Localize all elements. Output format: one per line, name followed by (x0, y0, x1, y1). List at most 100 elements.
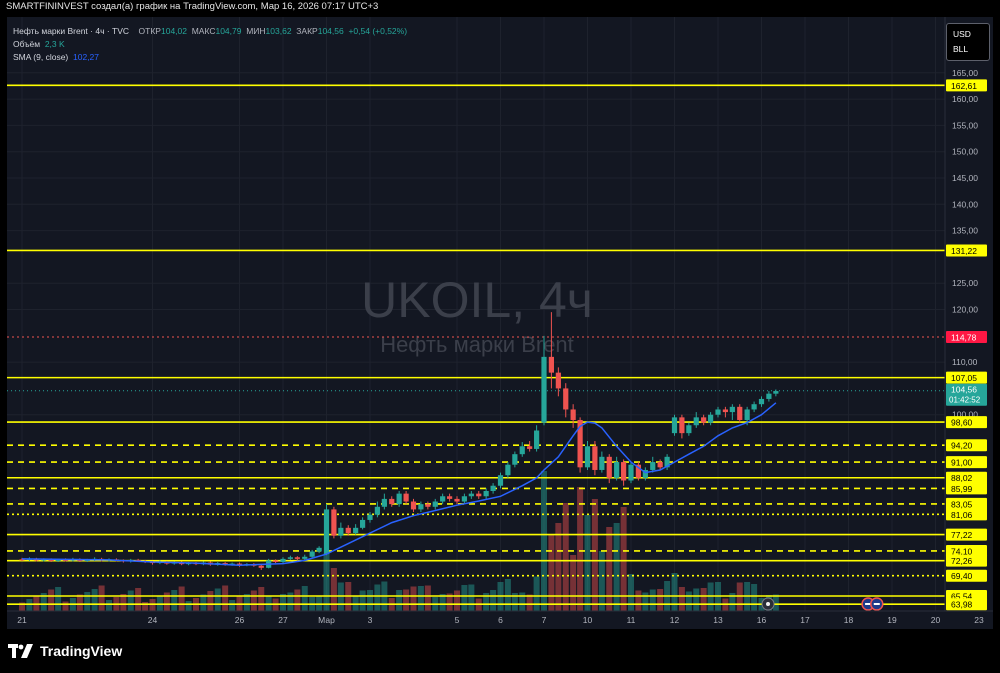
volume-bar (229, 600, 236, 611)
volume-bar (294, 589, 301, 611)
flag-icon-stripe (873, 603, 880, 605)
candle-body (454, 498, 460, 502)
candle-body (527, 446, 533, 449)
volume-bar (301, 586, 308, 611)
volume-bar (127, 590, 134, 611)
volume-bar (207, 591, 214, 611)
candle-body (722, 409, 728, 413)
candle-body (541, 356, 547, 423)
volume-bar (729, 593, 736, 611)
price-tick-label: 165,00 (952, 68, 978, 78)
level-price-tag-bg (946, 482, 987, 495)
volume-bar (98, 585, 105, 611)
volume-bar (367, 590, 373, 611)
volume-bar (359, 590, 366, 611)
volume-bar (628, 574, 634, 611)
candle-body (664, 456, 670, 468)
volume-bar (40, 593, 47, 611)
event-marker-dot (766, 602, 771, 606)
volume-bar (555, 523, 562, 611)
currency-unit-button[interactable]: USD BLL (946, 23, 990, 61)
level-price-tag-bg (946, 544, 987, 557)
level-price-tag-bg (946, 244, 987, 257)
legend-sma-row[interactable]: SMA (9, close) 102,27 (13, 51, 407, 64)
candle-body (671, 417, 678, 434)
price-tick-label: 120,00 (952, 305, 978, 315)
candle-body (621, 462, 627, 481)
chart-pane[interactable]: UKOIL, 4ч Нефть марки Brent 165,00 160,00 15… (7, 17, 993, 629)
candle-body (389, 498, 395, 505)
volume-bar (511, 593, 518, 611)
red-level-tag: 114,78 (951, 332, 977, 342)
candle-body (323, 509, 330, 555)
candle-body (766, 393, 772, 399)
time-tick-label: 13 (713, 615, 723, 625)
price-tick-label: 145,00 (952, 173, 978, 183)
time-tick-label: 27 (278, 615, 288, 625)
volume-bar (33, 595, 40, 611)
level-price-tag-bg (946, 416, 987, 429)
candle-body (642, 469, 648, 478)
legend-close: 104,56 (317, 26, 344, 36)
volume-bar (280, 594, 286, 611)
snapshot-caption-bar: SMARTFININVEST создал(а) график на Tradi… (0, 0, 1000, 14)
candle-body (396, 493, 402, 505)
volume-bar (635, 590, 642, 611)
candle-body (19, 559, 25, 561)
legend-change: +0,54 (+0,52%) (348, 26, 408, 36)
level-price-tag: 98,60 (951, 418, 973, 428)
price-axis: 165,00 160,00 155,00 150,00 145,00 140,00 135,… (944, 17, 993, 611)
candle-body (534, 430, 540, 449)
legend-high-label: МАКС (191, 26, 216, 36)
grid (7, 17, 980, 611)
legend-low-label: МИН (246, 26, 266, 36)
time-tick-label: 26 (235, 615, 245, 625)
volume-bar (185, 601, 192, 611)
level-price-tag: 131,22 (951, 246, 977, 256)
candlestick-series (19, 312, 779, 570)
level-price-tag: 63,98 (951, 600, 973, 610)
legend-high: 104,79 (215, 26, 242, 36)
time-axis-bg (7, 611, 993, 629)
legend-volume-row[interactable]: Объём 2,3 K (13, 38, 407, 51)
candle-body (708, 414, 714, 423)
price-chart-svg[interactable]: UKOIL, 4ч Нефть марки Brent 165,00 160,00 15… (7, 17, 993, 629)
watermark: UKOIL, 4ч Нефть марки Brent (361, 272, 593, 357)
level-price-tag: 65,54 (951, 592, 973, 602)
candle-body (418, 504, 424, 510)
time-tick-label: 7 (542, 615, 547, 625)
candle-body (440, 496, 446, 502)
volume-bar (316, 595, 323, 611)
time-tick-label: 20 (931, 615, 941, 625)
unit-label: BLL (953, 44, 969, 54)
volume-bar (490, 590, 497, 611)
volume-bar (649, 589, 656, 611)
horizontal-levels (7, 84, 945, 606)
candle-body (686, 425, 692, 434)
legend-volume-label: Объём (13, 39, 41, 49)
candle-body (432, 501, 438, 507)
volume-bar (200, 594, 207, 611)
price-tick-label: 110,00 (952, 357, 978, 367)
candle-body (490, 485, 496, 492)
current-price-tag: 104,56 (951, 385, 977, 395)
candle-body (273, 560, 279, 563)
volume-bar (613, 523, 620, 611)
candle-body (606, 456, 612, 478)
time-tick-label: 23 (974, 615, 984, 625)
candle-body (374, 506, 380, 515)
level-price-tag: 85,99 (951, 484, 973, 494)
volume-bar (178, 586, 185, 611)
volume-bar (48, 589, 55, 611)
price-tick-label: 100,00 (952, 410, 978, 420)
candle-body (236, 563, 243, 566)
level-price-tag: 77,22 (951, 530, 973, 540)
price-tick-label: 160,00 (952, 94, 978, 104)
level-price-tag-bg (946, 528, 987, 541)
volume-bar (751, 584, 758, 611)
tradingview-logo[interactable]: TradingView (8, 643, 122, 659)
candle-body (548, 356, 554, 373)
volume-bar (606, 527, 613, 611)
time-tick-label: 19 (887, 615, 897, 625)
volume-bar (287, 592, 294, 611)
